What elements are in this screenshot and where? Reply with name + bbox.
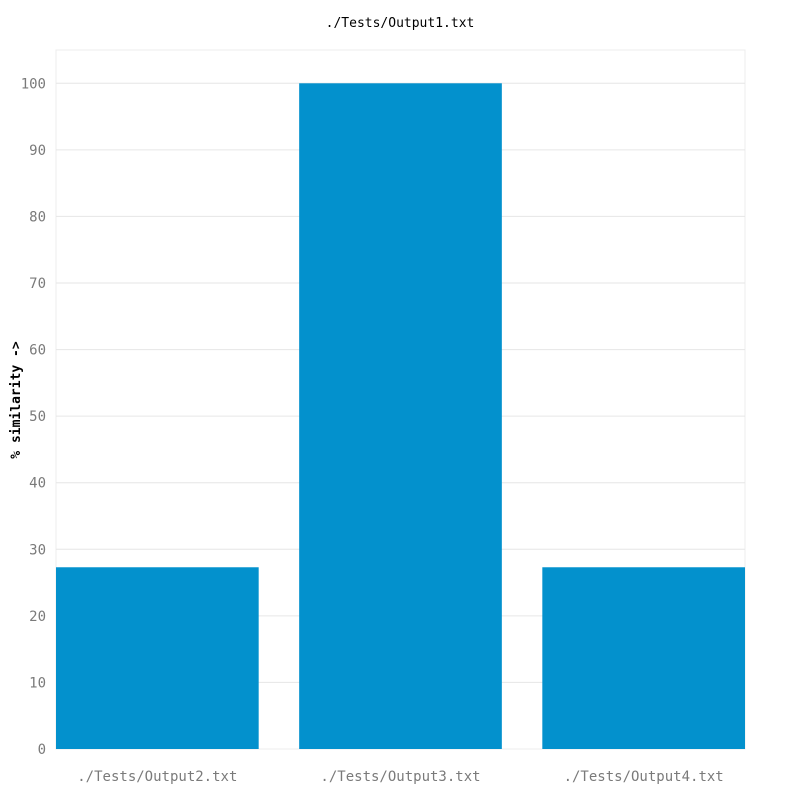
bar [542,567,745,749]
chart-title: ./Tests/Output1.txt [326,16,475,31]
y-tick-label: 100 [21,76,46,92]
y-tick-label: 90 [29,143,46,159]
x-axis-ticks: ./Tests/Output2.txt ./Tests/Output3.txt ./… [77,769,723,785]
x-tick-label: ./Tests/Output2.txt [77,769,237,785]
bars [56,83,745,750]
y-tick-label: 80 [29,209,46,225]
y-tick-label: 20 [29,609,46,625]
y-axis-ticks: 0 10 20 30 40 50 60 70 80 90 100 [21,76,46,758]
y-tick-label: 50 [29,409,46,425]
y-tick-label: 70 [29,276,46,292]
y-tick-label: 0 [38,742,46,758]
y-tick-label: 30 [29,542,46,558]
x-tick-label: ./Tests/Output3.txt [320,769,480,785]
x-tick-label: ./Tests/Output4.txt [564,769,724,785]
y-tick-label: 60 [29,343,46,359]
y-axis-label: % similarity -> [9,341,24,459]
bar [56,567,259,749]
y-tick-label: 40 [29,476,46,492]
bar [299,83,502,750]
y-tick-label: 10 [29,675,46,691]
